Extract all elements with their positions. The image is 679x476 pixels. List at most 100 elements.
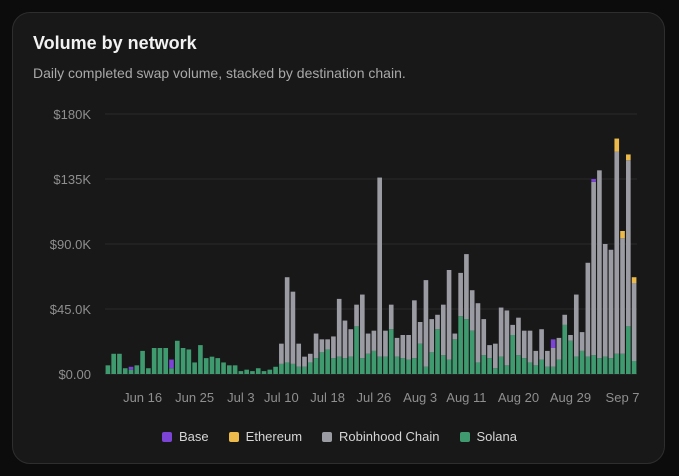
bar-segment-robinhood-chain xyxy=(336,298,342,357)
bar-segment-solana xyxy=(556,359,562,374)
bar-segment-robinhood-chain xyxy=(435,314,440,330)
bar-segment-robinhood-chain xyxy=(354,304,359,327)
bar-segment-robinhood-chain xyxy=(446,270,452,360)
bar-segment-robinhood-chain xyxy=(579,332,585,351)
bar-segment-robinhood-chain xyxy=(383,330,388,357)
bar-segment-ethereum xyxy=(631,277,637,283)
legend-label: Base xyxy=(179,429,209,444)
stacked-bar-chart: $0.00 $45.0K $90.0K $135K $180K Jun 16 Jun 25 J… xyxy=(50,107,640,405)
legend-swatch xyxy=(322,431,333,442)
bar-segment-robinhood-chain xyxy=(279,343,284,364)
bar-segment-solana xyxy=(377,356,382,374)
bar-segment-solana xyxy=(452,339,458,374)
bar-segment-solana xyxy=(608,358,614,374)
bar-segment-robinhood-chain xyxy=(631,283,637,361)
bar-segment-ethereum xyxy=(626,154,631,161)
bar-segment-robinhood-chain xyxy=(290,291,296,364)
bar-segment-robinhood-chain xyxy=(296,343,302,367)
bar-segment-solana xyxy=(533,365,539,374)
bar-segment-robinhood-chain xyxy=(481,319,487,356)
bar-segment-solana xyxy=(585,356,591,374)
bar-segment-robinhood-chain xyxy=(325,339,330,350)
bar-segment-ethereum xyxy=(614,138,620,152)
bar-segment-robinhood-chain xyxy=(302,356,307,367)
legend-label: Robinhood Chain xyxy=(339,429,440,444)
bar-segment-solana xyxy=(151,348,157,374)
y-tick-label: $135K xyxy=(53,172,91,187)
legend-swatch xyxy=(162,431,173,442)
bar-segment-solana xyxy=(244,369,249,374)
bar-segment-solana xyxy=(198,345,203,374)
x-tick-label: Aug 29 xyxy=(550,390,591,405)
bar-segment-solana xyxy=(192,362,197,374)
bar-segment-solana xyxy=(539,359,544,374)
bar-segment-solana xyxy=(215,358,221,374)
bar-segment-solana xyxy=(105,365,111,374)
chart-subtitle: Daily completed swap volume, stacked by … xyxy=(33,65,406,81)
bar-segment-robinhood-chain xyxy=(475,303,481,363)
bar-segment-solana xyxy=(440,355,446,374)
bar-segment-solana xyxy=(568,340,573,374)
legend-swatch xyxy=(228,431,239,442)
legend-item: Robinhood Chain xyxy=(322,429,440,444)
bar-segment-solana xyxy=(336,356,342,374)
bar-segment-solana xyxy=(562,324,568,374)
bar-segment-robinhood-chain xyxy=(510,324,515,335)
bar-segment-robinhood-chain xyxy=(568,335,573,341)
bar-segment-solana xyxy=(290,363,296,374)
bar-segment-solana xyxy=(446,359,452,374)
bar-segment-solana xyxy=(481,355,487,374)
bar-segment-robinhood-chain xyxy=(412,300,417,359)
bar-segment-solana xyxy=(597,358,602,374)
x-tick-label: Jul 18 xyxy=(310,390,345,405)
x-tick-label: Sep 7 xyxy=(606,390,640,405)
bar-segment-solana xyxy=(388,329,394,374)
bar-segment-solana xyxy=(354,326,359,374)
bar-segment-solana xyxy=(238,371,244,374)
bar-segment-solana xyxy=(458,316,463,374)
bar-segment-solana xyxy=(267,369,273,374)
bar-segment-solana xyxy=(250,371,255,374)
bar-segment-robinhood-chain xyxy=(626,160,631,327)
bar-segment-solana xyxy=(261,371,267,374)
bar-segment-solana xyxy=(417,343,423,374)
bar-segment-solana xyxy=(296,366,302,374)
bar-segment-solana xyxy=(469,330,475,374)
bar-segment-robinhood-chain xyxy=(493,343,498,369)
bar-segment-robinhood-chain xyxy=(342,320,348,359)
x-tick-label: Aug 3 xyxy=(403,390,437,405)
x-tick-label: Aug 20 xyxy=(498,390,539,405)
bar-segment-base xyxy=(591,179,596,182)
bar-segment-solana xyxy=(383,356,388,374)
bar-segment-robinhood-chain xyxy=(498,307,504,357)
bar-segment-solana xyxy=(550,366,556,374)
bar-segment-solana xyxy=(464,319,469,374)
legend-item: Solana xyxy=(459,429,517,444)
bar-segment-robinhood-chain xyxy=(377,177,382,357)
bar-segment-robinhood-chain xyxy=(458,272,463,317)
bar-segment-solana xyxy=(423,366,429,374)
x-tick-label: Aug 11 xyxy=(446,390,486,405)
bar-segment-robinhood-chain xyxy=(608,249,614,359)
bar-segment-robinhood-chain xyxy=(464,254,469,320)
bar-segment-solana xyxy=(325,349,330,374)
bar-segment-robinhood-chain xyxy=(348,329,354,357)
bar-segment-solana xyxy=(284,362,290,374)
bar-segment-solana xyxy=(626,326,631,374)
x-tick-label: Jun 25 xyxy=(175,390,214,405)
legend-label: Ethereum xyxy=(245,429,303,444)
x-tick-label: Jul 10 xyxy=(264,390,299,405)
bar-segment-robinhood-chain xyxy=(313,333,319,359)
bar-segment-robinhood-chain xyxy=(527,330,533,363)
bar-segment-robinhood-chain xyxy=(516,317,521,356)
y-tick-label: $90.0K xyxy=(50,237,92,252)
bar-segment-solana xyxy=(365,353,371,374)
chart-legend: Base Ethereum Robinhood Chain Solana xyxy=(13,429,666,444)
bar-segment-robinhood-chain xyxy=(556,337,562,360)
bar-segment-solana xyxy=(614,353,620,374)
legend-swatch xyxy=(459,431,470,442)
bar-segment-solana xyxy=(203,358,209,374)
bar-segment-robinhood-chain xyxy=(400,335,406,359)
bar-segment-robinhood-chain xyxy=(521,330,527,359)
bar-segment-solana xyxy=(319,352,325,374)
